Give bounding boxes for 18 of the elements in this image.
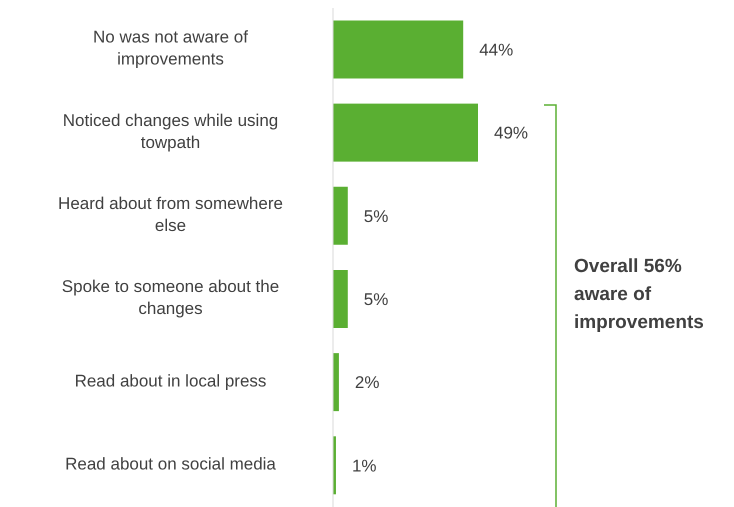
y-tick-label: Spoke to someone about the changes	[62, 278, 280, 319]
bar	[333, 270, 348, 328]
bar	[333, 353, 339, 412]
y-tick-label: Heard about from somewhere else	[58, 194, 283, 236]
data-label: 49%	[494, 124, 528, 143]
bar	[333, 186, 348, 245]
bar	[333, 104, 478, 162]
y-tick-label: Noticed changes while using towpath	[62, 111, 278, 152]
data-label: 1%	[352, 456, 377, 476]
y-tick-label: Read about on social media	[65, 454, 276, 474]
text: Overall 56% aware of improvements	[574, 255, 705, 335]
bar	[333, 20, 464, 78]
data-label: 2%	[354, 373, 380, 392]
data-label: 5%	[364, 206, 388, 226]
y-tick-label: No was not aware of improvements	[93, 28, 248, 70]
y-tick-label: Read about in local press	[74, 372, 266, 391]
data-label: 5%	[364, 290, 388, 310]
data-label: 44%	[479, 40, 514, 60]
